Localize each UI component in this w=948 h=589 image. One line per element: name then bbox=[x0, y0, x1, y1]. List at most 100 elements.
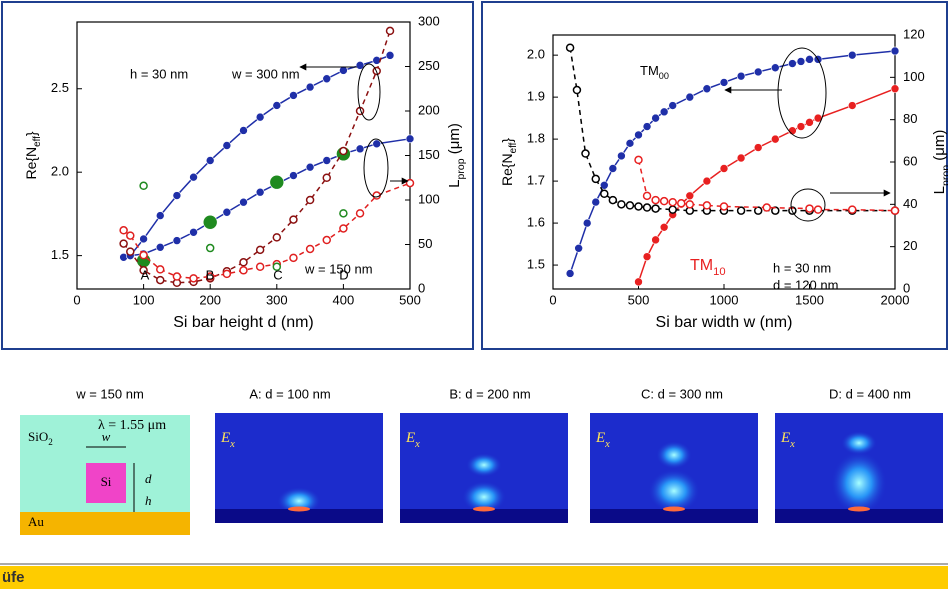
data-point bbox=[796, 122, 806, 131]
y2-axis-label-sub: prop bbox=[455, 158, 467, 179]
series-line bbox=[569, 47, 895, 212]
data-point bbox=[222, 141, 232, 150]
annotation: h = 30 nm bbox=[773, 260, 831, 275]
data-point bbox=[668, 205, 677, 214]
field-glow bbox=[462, 481, 506, 513]
data-point bbox=[139, 181, 148, 191]
data-point bbox=[269, 174, 285, 190]
y2-tick-label: 200 bbox=[418, 102, 440, 117]
data-point bbox=[322, 156, 332, 165]
data-point bbox=[289, 91, 298, 100]
data-point bbox=[305, 82, 315, 92]
y2-tick-label: 120 bbox=[903, 26, 925, 41]
data-point bbox=[189, 274, 198, 283]
data-point bbox=[289, 215, 298, 224]
data-point bbox=[685, 191, 695, 201]
y-axis-label-end: } bbox=[23, 131, 39, 136]
data-point bbox=[255, 187, 265, 197]
data-point bbox=[651, 195, 660, 205]
data-point bbox=[305, 195, 315, 205]
y-axis-label: Re{Neff} bbox=[499, 138, 519, 186]
data-point bbox=[753, 67, 763, 77]
data-point bbox=[651, 235, 660, 245]
field-substrate bbox=[215, 509, 383, 523]
callout-ellipse bbox=[357, 63, 381, 121]
field-glow bbox=[656, 441, 692, 469]
data-point bbox=[239, 266, 248, 275]
data-point bbox=[305, 244, 315, 254]
y2-axis-label-sub: prop bbox=[940, 165, 948, 186]
field-glow bbox=[277, 487, 321, 515]
metal-layer bbox=[20, 512, 190, 535]
data-point bbox=[385, 51, 395, 60]
data-point bbox=[617, 200, 626, 209]
data-point bbox=[591, 197, 601, 207]
data-point bbox=[677, 199, 686, 208]
plot-frame bbox=[552, 34, 896, 290]
data-point bbox=[565, 269, 575, 278]
caption: B: d = 200 nm bbox=[449, 386, 530, 401]
data-point bbox=[156, 265, 165, 274]
data-point bbox=[172, 272, 182, 281]
field-glow bbox=[466, 453, 502, 477]
data-point bbox=[651, 204, 660, 213]
y-tick-label: 1.7 bbox=[527, 173, 545, 188]
width-label: w bbox=[102, 429, 111, 444]
y-tick-label: 1.8 bbox=[527, 131, 545, 146]
annotation: d = 120 nm bbox=[773, 277, 838, 292]
data-point bbox=[788, 126, 797, 136]
data-point bbox=[805, 204, 814, 213]
data-point bbox=[222, 207, 232, 217]
field-label-text: E bbox=[595, 430, 605, 446]
y2-tick-label: 20 bbox=[903, 238, 917, 253]
data-point bbox=[255, 112, 265, 122]
field-label: Ex bbox=[220, 430, 235, 449]
data-point bbox=[172, 191, 182, 200]
data-point bbox=[736, 153, 746, 163]
data-point bbox=[659, 107, 669, 117]
annotation-sub: 10 bbox=[713, 266, 725, 278]
cladding-label: SiO2 bbox=[28, 429, 53, 447]
data-point bbox=[847, 101, 857, 110]
data-point bbox=[668, 101, 678, 110]
annotation: h = 30 nm bbox=[130, 66, 188, 81]
data-point bbox=[642, 203, 652, 212]
y2-tick-label: 250 bbox=[418, 58, 440, 73]
y2-axis-label-end: (μm) bbox=[931, 130, 948, 165]
y-tick-label: 1.5 bbox=[51, 247, 69, 262]
caption: D: d = 400 nm bbox=[829, 386, 911, 401]
x-tick-label: 500 bbox=[628, 292, 650, 307]
data-point bbox=[651, 113, 660, 123]
callout-ellipse bbox=[777, 47, 827, 139]
y2-tick-label: 80 bbox=[903, 111, 917, 126]
data-point bbox=[753, 206, 763, 215]
field-glow bbox=[648, 469, 700, 513]
annotation: w = 150 nm bbox=[304, 261, 373, 276]
y-axis-label-sub: eff bbox=[32, 136, 43, 147]
data-point bbox=[574, 243, 583, 253]
data-point bbox=[126, 247, 135, 256]
x-tick-label: 400 bbox=[333, 292, 355, 307]
data-point bbox=[205, 243, 215, 253]
field-label: Ex bbox=[780, 430, 795, 449]
annotation: A bbox=[141, 267, 150, 282]
data-point bbox=[205, 272, 215, 281]
y-axis-label-text: Re{N bbox=[499, 153, 515, 186]
data-point bbox=[702, 176, 712, 186]
annotation: C bbox=[273, 267, 282, 282]
data-point bbox=[642, 122, 652, 131]
series-line bbox=[637, 88, 896, 283]
field-hotspot bbox=[288, 506, 310, 512]
data-point bbox=[634, 202, 643, 211]
data-point bbox=[119, 226, 128, 235]
data-point bbox=[272, 233, 282, 242]
data-point bbox=[239, 126, 248, 135]
y-axis-label-end: } bbox=[499, 138, 515, 143]
field-hotspot bbox=[848, 506, 870, 512]
data-point bbox=[719, 202, 729, 211]
data-point bbox=[685, 200, 695, 209]
data-point bbox=[659, 196, 669, 206]
data-point bbox=[322, 235, 331, 245]
y2-tick-label: 50 bbox=[418, 236, 432, 251]
data-point bbox=[736, 71, 746, 81]
